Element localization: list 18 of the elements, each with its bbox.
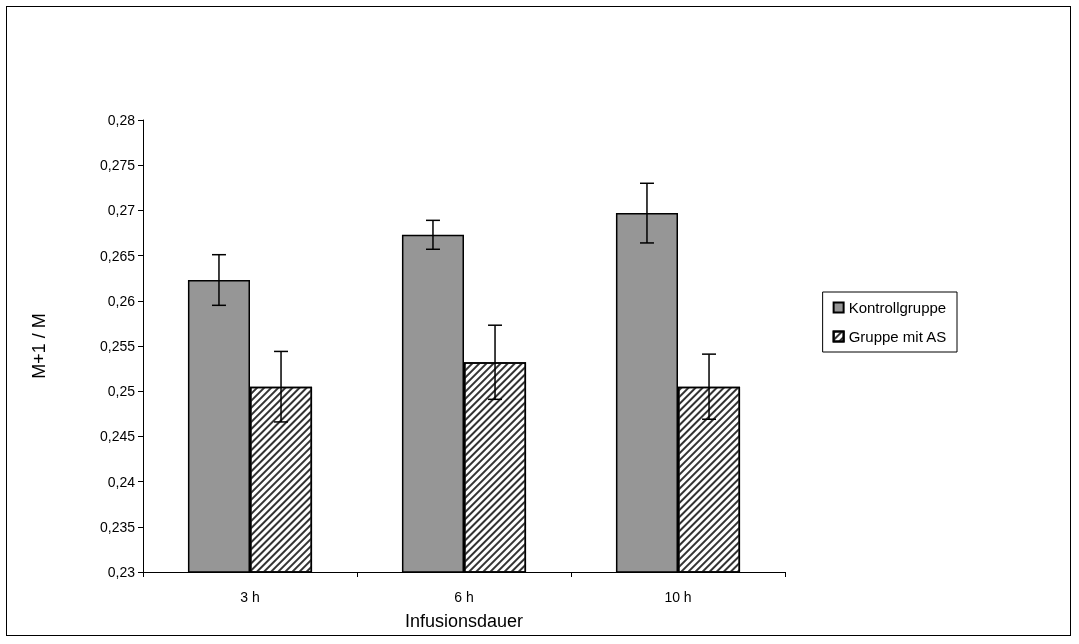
y-tick-label: 0,27 — [107, 202, 136, 219]
x-tick-label: 3 h — [240, 589, 260, 605]
y-tick-label: 0,245 — [99, 428, 136, 445]
x-tick-label: 10 h — [664, 589, 692, 605]
y-axis-title: M+1 / M — [29, 313, 49, 379]
legend-label: Gruppe mit AS — [848, 328, 947, 345]
x-axis-title: Infusionsdauer — [404, 611, 524, 631]
y-tick-label: 0,26 — [107, 292, 136, 309]
legend-label: Kontrollgruppe — [848, 299, 947, 316]
y-tick-label: 0,25 — [107, 383, 136, 400]
x-tick-label: 6 h — [454, 589, 474, 605]
y-tick-label: 0,235 — [99, 518, 136, 535]
y-tick-label: 0,23 — [107, 564, 136, 580]
y-tick-label: 0,255 — [99, 338, 136, 354]
y-tick-label: 0,28 — [107, 112, 136, 128]
y-tick-label: 0,265 — [99, 247, 136, 264]
y-tick-label: 0,24 — [107, 473, 136, 490]
y-tick-label: 0,275 — [99, 157, 136, 174]
